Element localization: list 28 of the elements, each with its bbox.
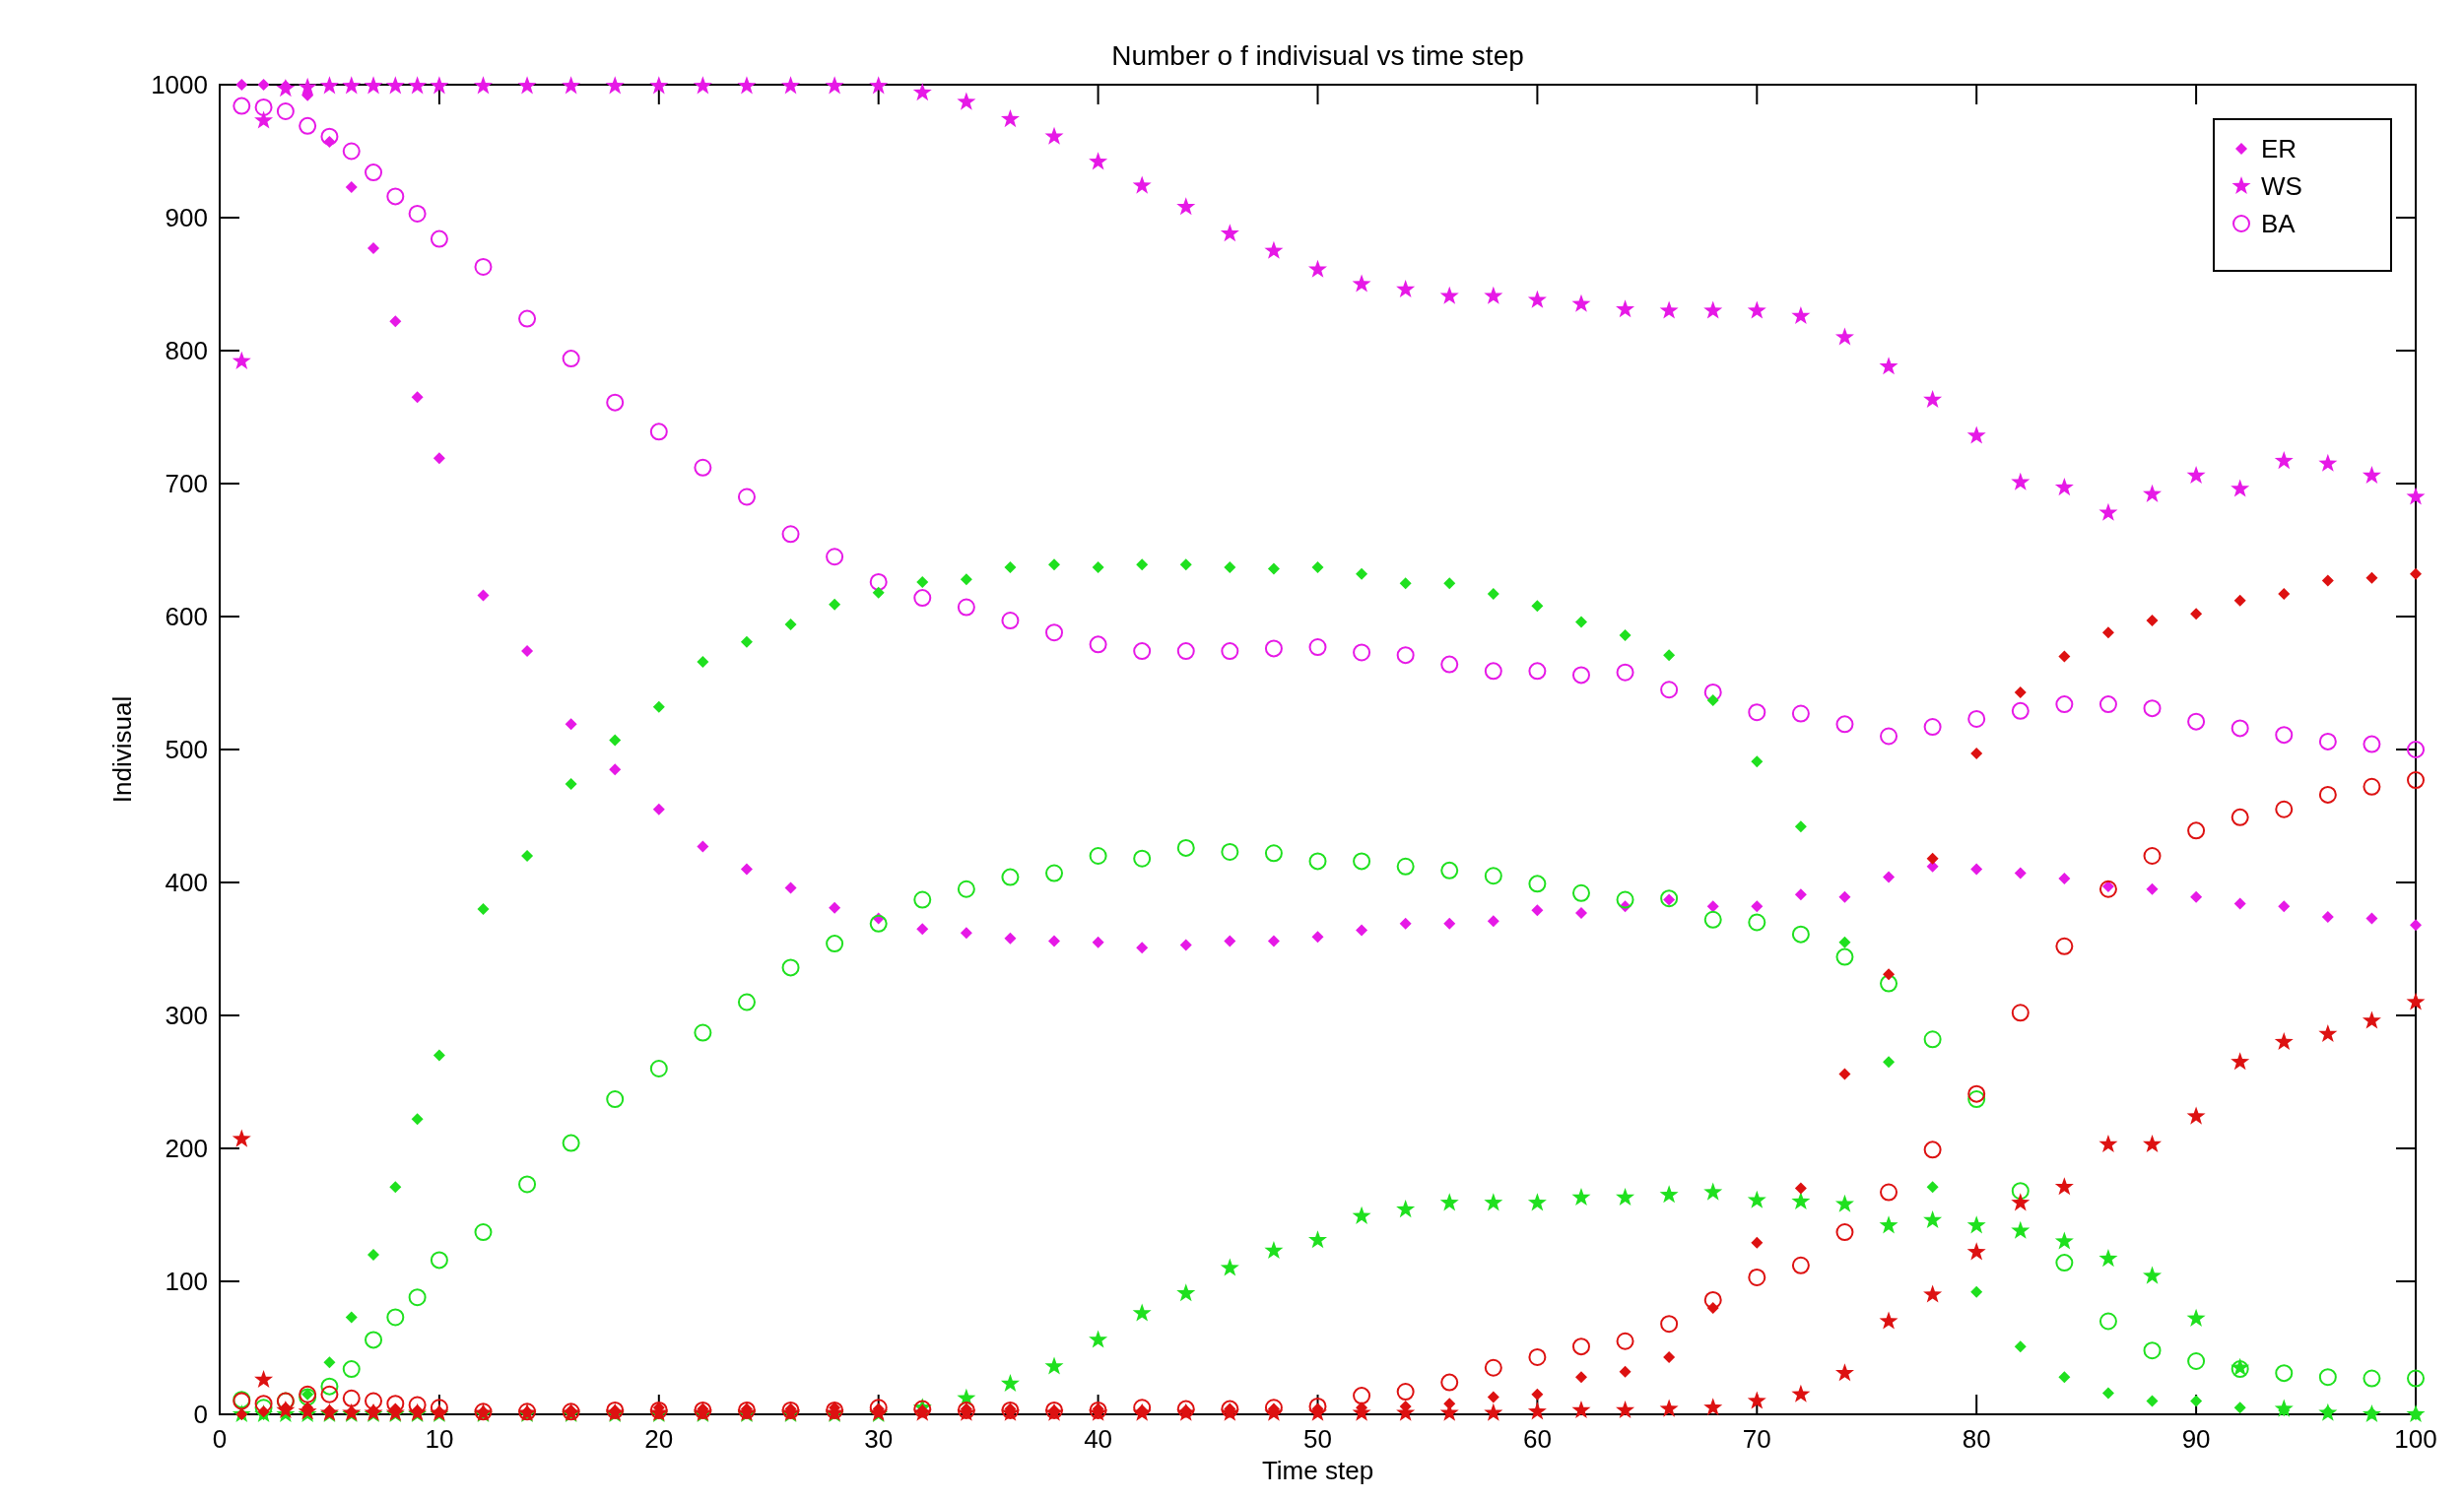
x-tick-label: 100: [2394, 1424, 2437, 1454]
x-tick-label: 20: [644, 1424, 674, 1454]
y-tick-label: 300: [165, 1001, 208, 1030]
y-tick-label: 0: [193, 1400, 208, 1429]
x-tick-label: 50: [1303, 1424, 1332, 1454]
y-tick-label: 900: [165, 203, 208, 232]
x-tick-label: 10: [425, 1424, 454, 1454]
y-tick-label: 400: [165, 868, 208, 897]
x-tick-label: 30: [864, 1424, 894, 1454]
y-tick-label: 1000: [151, 70, 208, 99]
x-axis-title: Time step: [1261, 1456, 1374, 1485]
y-axis-title: Indivisual: [107, 695, 137, 804]
y-tick-label: 800: [165, 336, 208, 365]
y-tick-label: 200: [165, 1134, 208, 1163]
x-tick-label: 90: [2181, 1424, 2211, 1454]
legend-label: WS: [2261, 171, 2302, 201]
y-tick-label: 500: [165, 735, 208, 764]
y-tick-label: 100: [165, 1267, 208, 1296]
x-tick-label: 80: [1962, 1424, 1991, 1454]
chart-title: Number o f indivisual vs time step: [1111, 40, 1524, 71]
y-tick-label: 600: [165, 602, 208, 631]
x-tick-label: 0: [212, 1424, 228, 1454]
x-tick-label: 60: [1522, 1424, 1552, 1454]
x-tick-label: 70: [1742, 1424, 1771, 1454]
x-tick-label: 40: [1084, 1424, 1113, 1454]
y-tick-label: 700: [165, 469, 208, 498]
legend-label: BA: [2261, 209, 2297, 238]
legend-label: ER: [2261, 134, 2298, 163]
